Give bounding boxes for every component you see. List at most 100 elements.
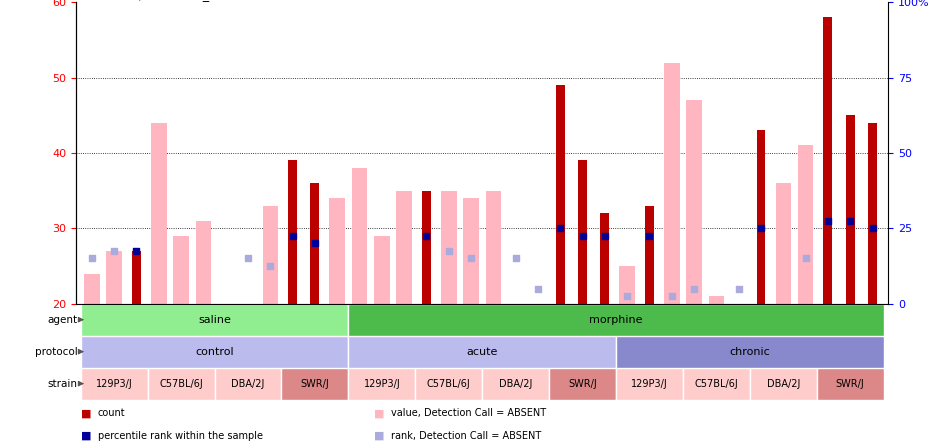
- Bar: [262, 206, 278, 304]
- Text: SWR/J: SWR/J: [568, 379, 597, 388]
- Point: [664, 293, 679, 300]
- Bar: [686, 100, 702, 304]
- Bar: [173, 236, 189, 304]
- Text: SWR/J: SWR/J: [836, 379, 865, 388]
- Bar: [329, 198, 345, 304]
- Bar: [798, 146, 814, 304]
- Bar: [374, 236, 390, 304]
- Bar: [645, 206, 654, 304]
- Text: C57BL/6J: C57BL/6J: [695, 379, 738, 388]
- Text: count: count: [98, 408, 126, 419]
- Bar: [868, 123, 877, 304]
- Point: [552, 225, 567, 232]
- Bar: [709, 296, 724, 304]
- Bar: [215, 368, 282, 400]
- Point: [843, 217, 857, 224]
- Text: strain: strain: [47, 379, 77, 388]
- Bar: [416, 368, 482, 400]
- Bar: [619, 266, 635, 304]
- Bar: [616, 368, 683, 400]
- Point: [575, 232, 590, 239]
- Bar: [776, 183, 791, 304]
- Point: [241, 255, 256, 262]
- Text: 129P3/J: 129P3/J: [96, 379, 133, 388]
- Bar: [845, 115, 855, 304]
- Text: ■: ■: [374, 408, 384, 419]
- Bar: [485, 190, 501, 304]
- Bar: [106, 251, 122, 304]
- Bar: [81, 336, 349, 368]
- Point: [308, 240, 323, 247]
- Bar: [349, 368, 416, 400]
- Point: [263, 262, 278, 270]
- Point: [753, 225, 768, 232]
- Point: [129, 247, 144, 254]
- Point: [642, 232, 657, 239]
- Bar: [352, 168, 367, 304]
- Bar: [81, 304, 349, 336]
- Point: [865, 225, 880, 232]
- Bar: [463, 198, 479, 304]
- Bar: [349, 304, 884, 336]
- Text: agent: agent: [47, 315, 77, 325]
- Point: [619, 293, 634, 300]
- Point: [530, 285, 545, 292]
- Text: protocol: protocol: [34, 347, 77, 357]
- Text: chronic: chronic: [729, 347, 770, 357]
- Text: ■: ■: [81, 408, 91, 419]
- Point: [85, 255, 100, 262]
- Bar: [616, 336, 884, 368]
- Text: percentile rank within the sample: percentile rank within the sample: [98, 431, 262, 441]
- Bar: [311, 183, 319, 304]
- Point: [508, 255, 523, 262]
- Point: [798, 255, 813, 262]
- Bar: [349, 336, 616, 368]
- Bar: [148, 368, 215, 400]
- Text: rank, Detection Call = ABSENT: rank, Detection Call = ABSENT: [391, 431, 541, 441]
- Bar: [549, 368, 616, 400]
- Bar: [396, 190, 412, 304]
- Bar: [482, 368, 549, 400]
- Text: saline: saline: [198, 315, 231, 325]
- Text: DBA/2J: DBA/2J: [499, 379, 532, 388]
- Bar: [84, 274, 100, 304]
- Point: [686, 285, 701, 292]
- Bar: [750, 368, 817, 400]
- Point: [419, 232, 434, 239]
- Point: [820, 217, 835, 224]
- Bar: [81, 368, 148, 400]
- Bar: [441, 190, 457, 304]
- Point: [464, 255, 479, 262]
- Bar: [601, 213, 609, 304]
- Bar: [823, 17, 832, 304]
- Point: [442, 247, 457, 254]
- Text: DBA/2J: DBA/2J: [766, 379, 800, 388]
- Text: 129P3/J: 129P3/J: [364, 379, 400, 388]
- Text: control: control: [195, 347, 233, 357]
- Bar: [132, 251, 141, 304]
- Bar: [556, 85, 565, 304]
- Point: [286, 232, 300, 239]
- Bar: [683, 368, 750, 400]
- Text: C57BL/6J: C57BL/6J: [427, 379, 471, 388]
- Text: GDS2815 / 1453552_at: GDS2815 / 1453552_at: [76, 0, 222, 1]
- Text: ■: ■: [81, 431, 91, 441]
- Point: [597, 232, 612, 239]
- Text: value, Detection Call = ABSENT: value, Detection Call = ABSENT: [391, 408, 546, 419]
- Bar: [578, 160, 587, 304]
- Point: [731, 285, 746, 292]
- Text: ■: ■: [374, 431, 384, 441]
- Point: [107, 247, 122, 254]
- Text: C57BL/6J: C57BL/6J: [159, 379, 203, 388]
- Bar: [817, 368, 883, 400]
- Text: SWR/J: SWR/J: [300, 379, 329, 388]
- Bar: [151, 123, 166, 304]
- Text: acute: acute: [467, 347, 498, 357]
- Text: 129P3/J: 129P3/J: [631, 379, 668, 388]
- Bar: [282, 368, 349, 400]
- Bar: [195, 221, 211, 304]
- Bar: [288, 160, 297, 304]
- Text: DBA/2J: DBA/2J: [232, 379, 265, 388]
- Bar: [664, 63, 680, 304]
- Bar: [422, 190, 431, 304]
